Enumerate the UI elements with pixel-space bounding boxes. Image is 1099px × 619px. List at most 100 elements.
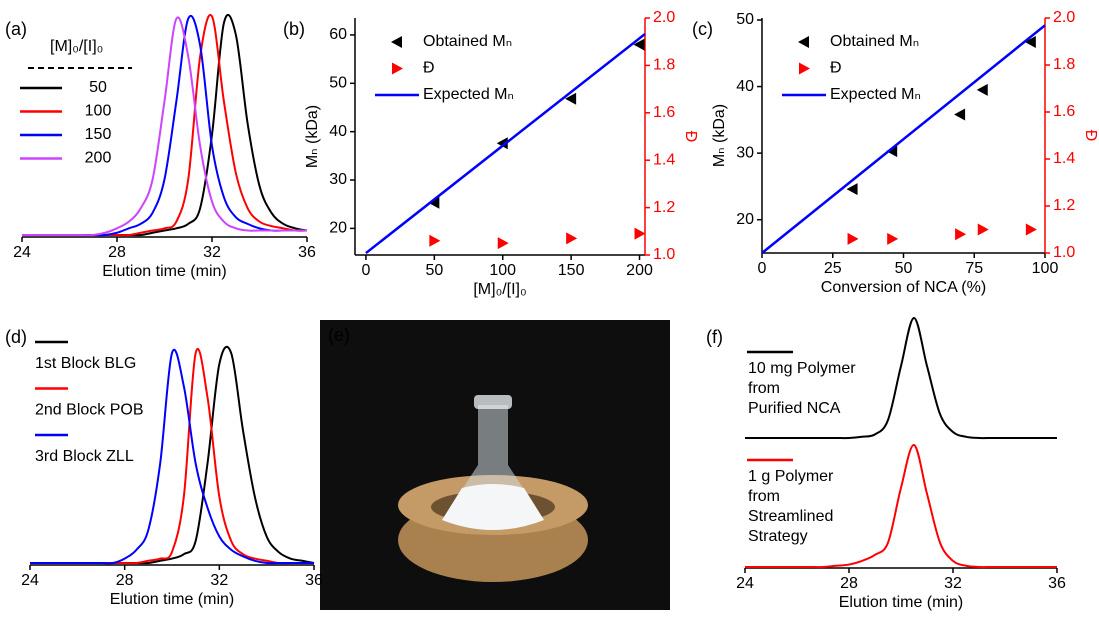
data-point — [497, 237, 509, 250]
legend-label: Expected Mₙ — [423, 86, 514, 103]
x-tick-label: 32 — [944, 575, 962, 592]
legend-title: [M]₀/[I]₀ — [50, 38, 103, 55]
gpc-curve — [29, 349, 314, 565]
x-tick-label: 150 — [558, 262, 585, 279]
y2-tick-label: 2.0 — [653, 9, 675, 26]
gpc-curve — [744, 316, 1057, 440]
legend-marker — [799, 62, 810, 75]
y2-tick-label: 1.4 — [653, 151, 675, 168]
x-tick-label: 75 — [965, 260, 983, 277]
y-tick-label: 30 — [736, 144, 754, 161]
x-tick-label: 200 — [626, 262, 653, 279]
gpc-curve — [745, 443, 1057, 569]
data-point — [847, 232, 859, 245]
legend-label: 100 — [85, 103, 112, 120]
y-tick-label: 50 — [329, 75, 347, 92]
gpc-curve — [22, 16, 307, 237]
panel-label: (a) — [5, 19, 27, 39]
y2-tick-label: 2.0 — [1053, 9, 1075, 26]
y-tick-label: 60 — [329, 26, 347, 43]
y2-tick-label: 1.4 — [1053, 150, 1075, 167]
photo — [320, 320, 670, 610]
y2-tick-label: 1.6 — [1053, 103, 1075, 120]
x-tick-label: 36 — [1048, 575, 1066, 592]
x-tick-label: 28 — [108, 244, 126, 261]
y2-tick-label: 1.0 — [653, 246, 675, 263]
data-point — [633, 38, 645, 51]
x-tick-label: 25 — [824, 260, 842, 277]
x-tick-label: 0 — [361, 262, 370, 279]
x-tick-label: 36 — [298, 244, 316, 261]
data-point — [566, 232, 578, 245]
data-point — [886, 145, 898, 158]
x-tick-label: 24 — [13, 244, 31, 261]
x-tick-label: 28 — [840, 575, 858, 592]
y-axis-label: Mₙ (kDa) — [711, 104, 728, 167]
data-point — [846, 183, 858, 196]
y2-tick-label: 1.2 — [653, 199, 675, 216]
expected-line — [761, 24, 1046, 254]
data-point — [1024, 35, 1036, 48]
legend-label: Expected Mₙ — [830, 86, 921, 103]
flask-stopper — [474, 395, 512, 409]
legend-label: 3rd Block ZLL — [35, 448, 134, 465]
y-axis-label: Mₙ (kDa) — [304, 105, 321, 168]
data-point — [954, 108, 966, 121]
legend-label: Đ — [830, 60, 842, 77]
y2-tick-label: 1.6 — [653, 104, 675, 121]
legend-label: 50 — [89, 79, 107, 96]
x-axis-label: [M]₀/[I]₀ — [473, 281, 526, 298]
panel-label: (c) — [692, 19, 713, 39]
legend-label: 10 mg Polymer from Purified NCA — [748, 360, 856, 417]
y-tick-label: 40 — [736, 78, 754, 95]
panel-label: (b) — [283, 19, 305, 39]
x-tick-label: 24 — [21, 572, 39, 589]
panel-label: (e) — [328, 325, 350, 345]
legend-label: Obtained Mₙ — [830, 33, 919, 50]
legend-label: Obtained Mₙ — [423, 33, 512, 50]
y2-axis-label: Đ — [1082, 130, 1099, 142]
data-point — [496, 137, 508, 150]
x-axis-label: Elution time (min) — [110, 591, 234, 608]
legend-label: 200 — [85, 150, 112, 167]
x-tick-label: 50 — [895, 260, 913, 277]
x-tick-label: 28 — [116, 572, 134, 589]
data-point — [429, 234, 441, 247]
expected-line — [365, 32, 646, 255]
legend-label: 150 — [85, 126, 112, 143]
data-point — [565, 92, 577, 105]
legend-label: Đ — [423, 60, 435, 77]
y2-tick-label: 1.2 — [1053, 197, 1075, 214]
legend-label: 1 g Polymer from Streamlined Strategy — [748, 468, 834, 545]
y2-axis-label: Đ — [682, 131, 699, 143]
legend-marker — [798, 36, 809, 48]
x-axis-label: Elution time (min) — [839, 594, 963, 611]
x-tick-label: 50 — [425, 262, 443, 279]
x-tick-label: 100 — [1032, 260, 1059, 277]
data-point — [887, 232, 899, 245]
data-point — [976, 83, 988, 96]
y-tick-label: 30 — [329, 171, 347, 188]
y-tick-label: 20 — [736, 211, 754, 228]
data-point — [428, 196, 440, 209]
data-point — [634, 227, 646, 240]
legend-marker — [392, 62, 403, 75]
panel-label: (d) — [5, 327, 27, 347]
y2-tick-label: 1.8 — [653, 57, 675, 74]
x-tick-label: 32 — [203, 244, 221, 261]
y2-tick-label: 1.0 — [1053, 244, 1075, 261]
legend-label: 2nd Block POB — [35, 402, 144, 419]
legend-marker — [391, 36, 402, 48]
panel-label: (f) — [706, 327, 723, 347]
y-tick-label: 20 — [329, 220, 347, 237]
x-tick-label: 32 — [210, 572, 228, 589]
x-tick-label: 100 — [489, 262, 516, 279]
x-tick-label: 36 — [305, 572, 323, 589]
y-tick-label: 40 — [329, 123, 347, 140]
data-point — [955, 228, 967, 241]
x-tick-label: 0 — [758, 260, 767, 277]
data-point — [1025, 223, 1037, 236]
flask-liquid — [442, 484, 544, 530]
